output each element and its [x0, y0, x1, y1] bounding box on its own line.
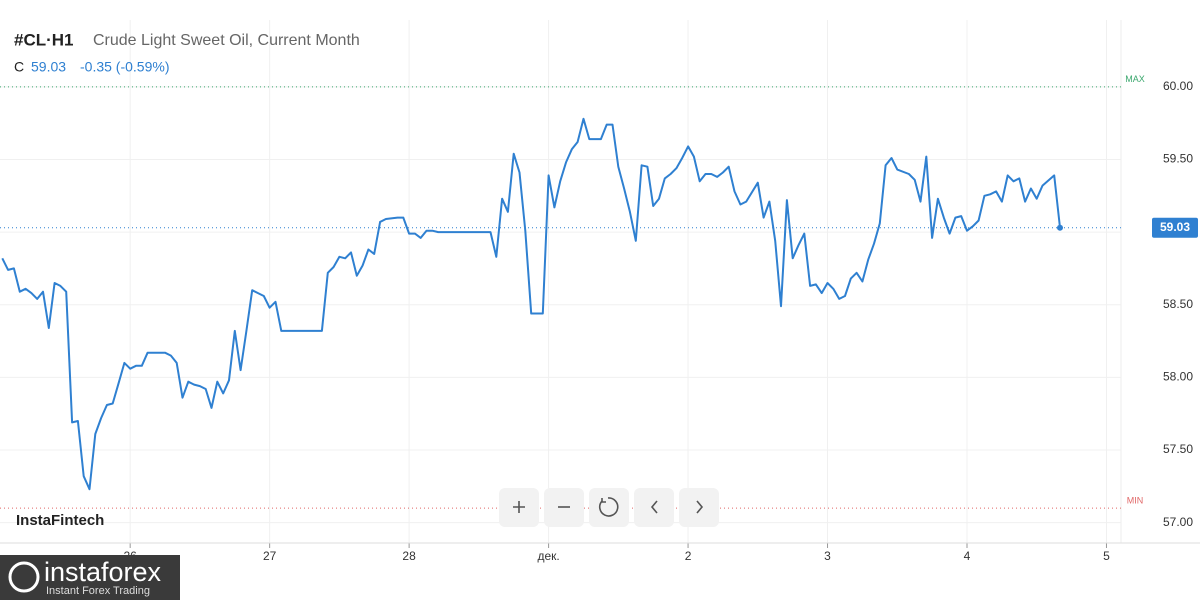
x-tick-label: 4 — [964, 549, 971, 563]
y-tick-label: 58.00 — [1163, 370, 1193, 384]
price-tag — [1152, 217, 1198, 238]
ohlc-label: C — [14, 59, 24, 75]
reset-icon — [598, 497, 619, 517]
logo-box — [0, 555, 180, 600]
x-tick-label: 2 — [685, 549, 692, 563]
x-tick-label: дек. — [537, 549, 559, 563]
scroll-left-button[interactable] — [634, 488, 674, 527]
scroll-right-button[interactable] — [679, 488, 719, 527]
y-tick-label: 59.50 — [1163, 152, 1193, 166]
toolbar — [499, 488, 719, 527]
last-point — [1056, 224, 1063, 231]
max-label: MAX — [1125, 74, 1145, 84]
y-tick-label: 60.00 — [1163, 79, 1193, 93]
logo-icon — [8, 561, 40, 593]
watermark: InstaFintech — [16, 512, 104, 529]
close-price: 59.03 — [31, 59, 66, 75]
price-tag-label: 59.03 — [1160, 220, 1190, 234]
x-tick-label: 27 — [263, 549, 277, 563]
x-tick-label: 5 — [1103, 549, 1110, 563]
logo: instaforex — [44, 557, 162, 587]
change: -0.35 (-0.59%) — [80, 59, 169, 75]
description: Crude Light Sweet Oil, Current Month — [93, 32, 360, 49]
x-tick-label: 3 — [824, 549, 831, 563]
symbol: #CL·H1 — [14, 30, 74, 49]
reset-button[interactable] — [589, 488, 629, 527]
y-tick-label: 57.00 — [1163, 515, 1193, 529]
right-icon — [696, 500, 704, 514]
y-tick-label: 58.50 — [1163, 297, 1193, 311]
y-tick-label: 57.50 — [1163, 442, 1193, 456]
price-line — [1, 117, 1061, 491]
x-tick-label: 28 — [402, 549, 416, 563]
left-icon — [650, 500, 658, 514]
tagline: Instant Forex Trading — [46, 585, 150, 597]
plus-icon — [513, 501, 525, 513]
min-label: MIN — [1127, 496, 1144, 506]
